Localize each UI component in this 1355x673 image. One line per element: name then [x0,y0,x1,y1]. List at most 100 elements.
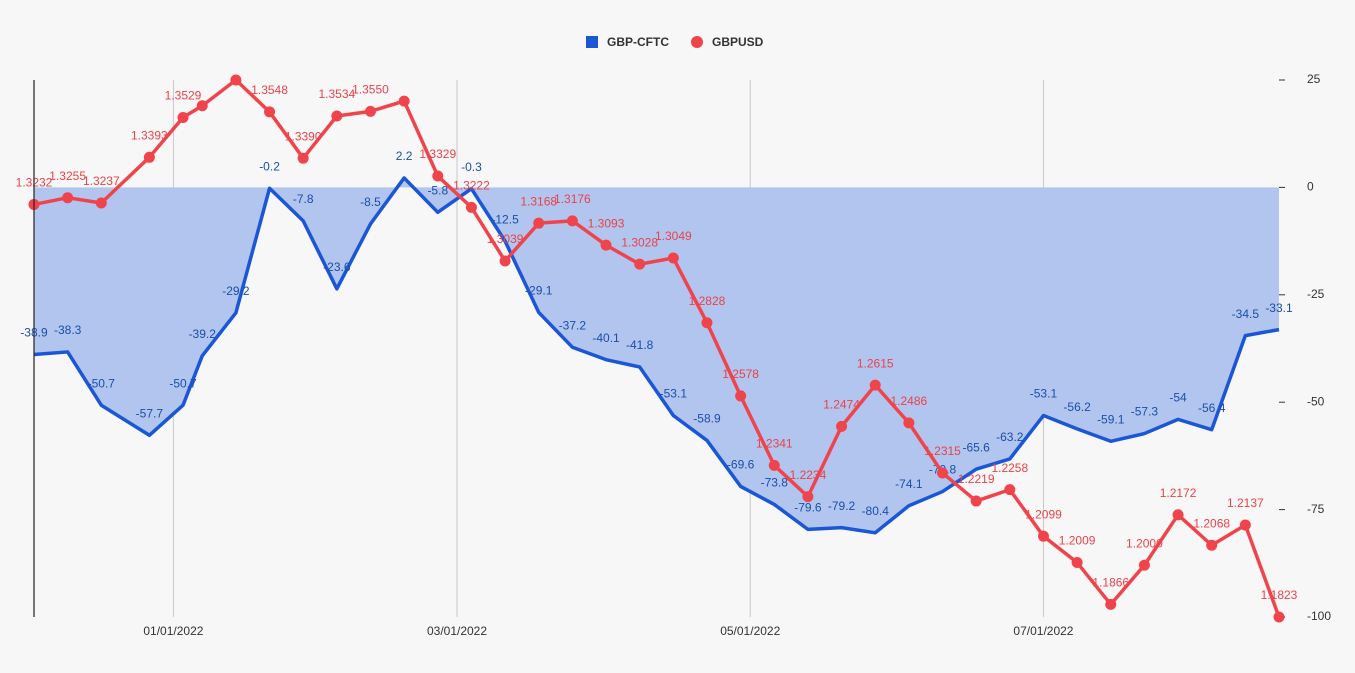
marker [177,111,189,123]
data-label: -57.7 [136,406,164,420]
data-label: 2.2 [396,149,413,163]
marker [533,217,545,229]
data-label: 1.3329 [419,147,456,161]
data-label: -12.5 [491,212,519,226]
data-label: -50.7 [88,376,116,390]
data-label: 1.2137 [1227,496,1264,510]
data-label: -63.2 [996,430,1024,444]
marker [1172,509,1184,521]
marker [836,420,848,432]
data-label: -56.4 [1198,401,1226,415]
y-tick-label: 0 [1307,180,1314,194]
data-label: -74.1 [895,477,923,491]
data-label: 1.2099 [1025,507,1062,521]
marker [634,258,646,270]
marker [869,379,881,391]
marker [768,459,780,471]
data-label: 1.2068 [1193,516,1230,530]
marker [1206,539,1218,551]
marker [1273,611,1285,623]
data-label: -5.8 [427,183,448,197]
data-label: -41.8 [626,338,654,352]
marker [398,95,410,107]
x-tick-label: 07/01/2022 [1013,624,1073,638]
marker [196,100,208,112]
marker [1138,559,1150,571]
data-label: -57.3 [1131,405,1159,419]
marker [364,105,376,117]
marker [143,151,155,163]
data-label: 1.2009 [1059,534,1096,548]
marker [1071,557,1083,569]
data-label: 1.2341 [756,437,793,451]
data-label: 1.3255 [49,169,86,183]
data-label: -69.6 [727,458,755,472]
data-label: -59.1 [1097,412,1125,426]
y-tick-label: 25 [1307,72,1321,86]
legend-label: GBP-CFTC [607,35,669,49]
data-label: 1.3529 [165,89,202,103]
legend-label: GBPUSD [712,35,764,49]
data-label: 1.2474 [823,398,860,412]
data-label: 1.3168 [520,194,557,208]
data-label: -0.3 [461,160,482,174]
data-label: 1.3039 [487,232,524,246]
marker [667,252,679,264]
y-tick-label: -25 [1307,287,1325,301]
data-label: 1.3222 [453,179,490,193]
marker [1037,530,1049,542]
line [33,176,1280,535]
data-label: -0.2 [259,159,280,173]
data-label: 1.2486 [891,394,928,408]
x-tick-label: 01/01/2022 [143,624,203,638]
data-label: -33.1 [1265,301,1293,315]
marker [499,255,511,267]
data-label: 1.3093 [588,216,625,230]
marker [970,495,982,507]
data-label: -80.4 [862,504,890,518]
data-label: -23.6 [323,260,351,274]
data-label: -65.6 [962,440,990,454]
data-label: 1.3176 [554,192,591,206]
data-label: 1.2234 [790,468,827,482]
data-label: 1.3534 [318,87,355,101]
marker [95,197,107,209]
x-tick-label: 05/01/2022 [720,624,780,638]
data-label: -7.8 [293,192,314,206]
data-label: -38.3 [54,323,82,337]
data-label: 1.3049 [655,229,692,243]
data-label: -56.2 [1063,400,1091,414]
marker [566,215,578,227]
data-label: -54 [1169,391,1187,405]
marker [701,317,713,329]
data-label: 1.3028 [621,235,658,249]
data-label: 1.2219 [958,472,995,486]
data-label: 1.3390 [285,129,322,143]
y-tick-label: -50 [1307,394,1325,408]
data-label: -79.2 [828,499,856,513]
marker [802,491,814,503]
y-tick-label: -75 [1307,502,1325,516]
line [33,78,1281,618]
data-label: 1.3548 [251,83,288,97]
legend-swatch [691,36,703,48]
data-label: -37.2 [559,318,587,332]
marker [465,201,477,213]
marker [600,239,612,251]
marker [937,467,949,479]
data-label: 1.3237 [83,174,120,188]
data-label: -34.5 [1232,307,1260,321]
marker [1004,484,1016,496]
data-label: 1.2615 [857,356,894,370]
data-label: 1.2000 [1126,536,1163,550]
data-label: -50.7 [169,376,197,390]
x-tick-label: 03/01/2022 [427,624,487,638]
data-label: -29.1 [525,284,553,298]
marker [1105,598,1117,610]
marker [903,417,915,429]
marker [230,74,242,86]
marker [62,192,74,204]
data-label: 1.2578 [722,367,759,381]
marker [735,390,747,402]
